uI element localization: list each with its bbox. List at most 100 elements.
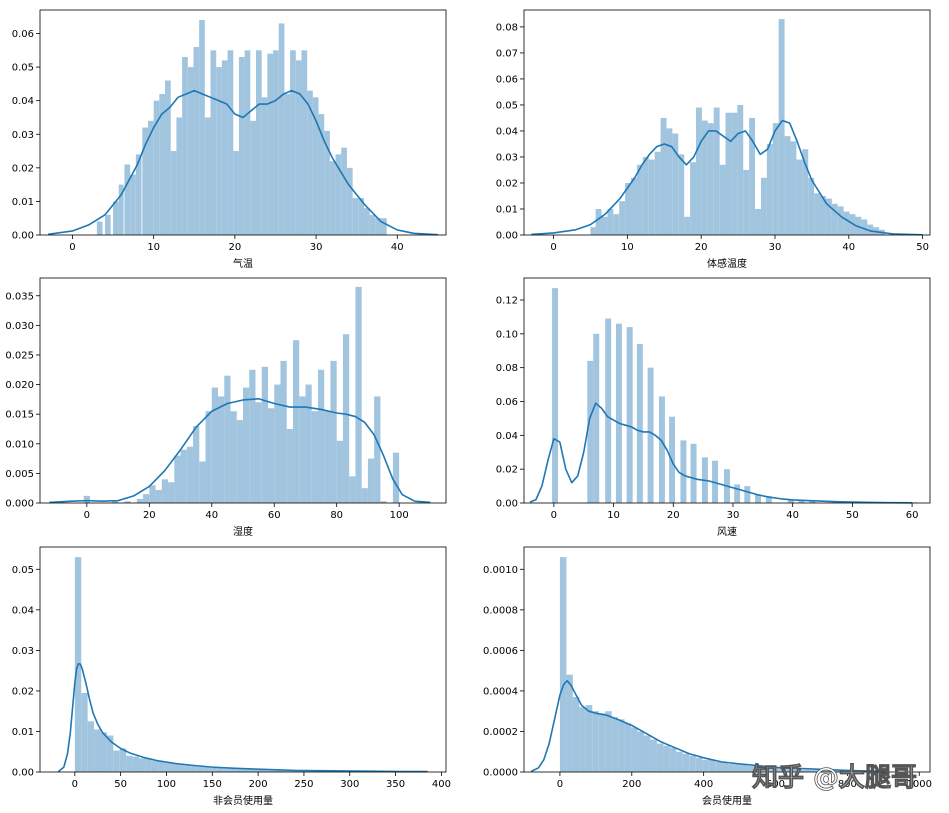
histogram-bar — [684, 216, 691, 235]
x-tick-label: 250 — [294, 779, 313, 790]
histogram-bar — [749, 117, 756, 235]
histogram-bar — [380, 501, 387, 503]
histogram-bar — [658, 396, 665, 503]
histogram-bar — [808, 177, 815, 235]
histogram-bar — [187, 67, 194, 235]
histogram-bar — [358, 198, 364, 235]
histogram-bar — [249, 369, 256, 503]
histogram-bar — [654, 151, 661, 235]
histogram-bar — [168, 482, 175, 503]
histogram-bar — [317, 369, 325, 503]
histogram-bar — [721, 761, 729, 772]
histogram-bar — [796, 159, 803, 235]
x-tick-label: 40 — [205, 510, 218, 521]
histogram-bar — [349, 476, 356, 503]
histogram-bar — [369, 214, 376, 235]
histogram-bar — [312, 97, 319, 235]
chart-panel-3: 0 20 40 60 80 100 0.000 0.005 0.010 0.015 0.020 0.0… — [5, 277, 447, 538]
axes-frame — [523, 277, 931, 504]
histogram-bar — [825, 198, 832, 235]
histogram-bar — [261, 366, 268, 503]
histogram-bar — [648, 159, 655, 235]
x-tick-label: 400 — [432, 779, 451, 790]
x-tick-label: 0 — [84, 510, 90, 521]
histogram-bar — [222, 768, 229, 772]
histogram-bar — [324, 411, 331, 503]
histogram-bar — [280, 770, 287, 772]
axes-frame — [39, 546, 447, 773]
histogram-bar — [336, 440, 343, 503]
histogram-bar — [292, 770, 300, 772]
kde-line — [48, 89, 438, 236]
histogram-bar — [164, 762, 172, 772]
histogram-bar — [136, 498, 144, 503]
x-tick-label: 50 — [846, 510, 859, 521]
histogram-bar — [642, 156, 649, 235]
watermark: 知乎 @大腿哥 — [752, 763, 917, 793]
histogram-bar — [241, 769, 249, 772]
histogram-bar — [94, 729, 101, 772]
histogram-bar — [209, 767, 216, 772]
histogram-bar — [236, 420, 243, 503]
histogram-bar — [199, 461, 206, 503]
histogram-bar — [248, 769, 255, 772]
histogram-bar — [592, 711, 599, 772]
x-tick-label: 40 — [391, 242, 404, 253]
y-tick-label: 0.00 — [496, 499, 518, 510]
histogram-bar — [598, 713, 606, 772]
histogram-bar — [728, 763, 735, 772]
y-tick-label: 0.0006 — [483, 646, 518, 657]
y-tick-label: 0.06 — [12, 29, 34, 40]
y-tick-label: 0.04 — [12, 605, 34, 616]
y-tick-label: 0.020 — [5, 380, 34, 391]
histogram-bar — [330, 360, 337, 503]
x-tick-label: 800 — [838, 779, 857, 790]
histogram-bar — [286, 428, 293, 503]
histogram-bar — [595, 208, 602, 235]
histogram-bar — [650, 739, 657, 772]
histogram-bar — [81, 692, 88, 772]
histogram-bar — [766, 767, 774, 772]
histogram-bar — [744, 486, 751, 503]
histogram-bar — [799, 769, 806, 772]
histogram-bar — [647, 367, 654, 503]
histogram-bar — [786, 767, 793, 772]
histogram-bar — [367, 458, 375, 503]
y-tick-label: 0.0008 — [483, 605, 518, 616]
histogram-bar — [165, 80, 171, 236]
y-tick-label: 0.02 — [496, 465, 518, 476]
histogram-bar — [593, 333, 600, 503]
histogram-bar — [605, 711, 612, 772]
histogram-bar — [678, 154, 685, 235]
histogram-bar — [324, 130, 330, 235]
histogram-bar — [682, 753, 690, 772]
histogram-bar — [831, 769, 839, 772]
histogram-bar — [329, 161, 336, 235]
x-axis-label: 会员使用量 — [702, 794, 752, 807]
histogram-bar — [812, 769, 819, 772]
histogram-bar — [363, 208, 370, 235]
y-tick-label: 0.03 — [12, 130, 34, 141]
histogram-bar — [267, 408, 275, 503]
histogram-bar — [190, 765, 197, 772]
x-tick-label: 50 — [916, 242, 929, 253]
histogram-bar — [741, 763, 748, 772]
histogram-bar — [802, 149, 809, 235]
x-tick-label: 60 — [268, 510, 281, 521]
histogram-bar — [224, 375, 231, 503]
histogram-bar — [825, 769, 832, 772]
histogram-bar — [158, 761, 165, 772]
histogram-bar — [850, 770, 858, 772]
histogram-bar — [818, 769, 826, 772]
histogram-bar — [83, 495, 90, 503]
histogram-bar — [218, 396, 225, 503]
histogram-bar — [267, 53, 274, 235]
histogram-bar — [274, 384, 281, 503]
histogram-bar — [180, 449, 187, 503]
x-tick-label: 0 — [72, 779, 78, 790]
x-tick-label: 40 — [842, 242, 855, 253]
chart-panel-5: 0 50 100 150 200 250 300 350 400 0.00 0.01 0.02 0.03… — [12, 546, 451, 807]
histogram-bar — [196, 766, 204, 772]
histogram-bar — [585, 705, 593, 772]
